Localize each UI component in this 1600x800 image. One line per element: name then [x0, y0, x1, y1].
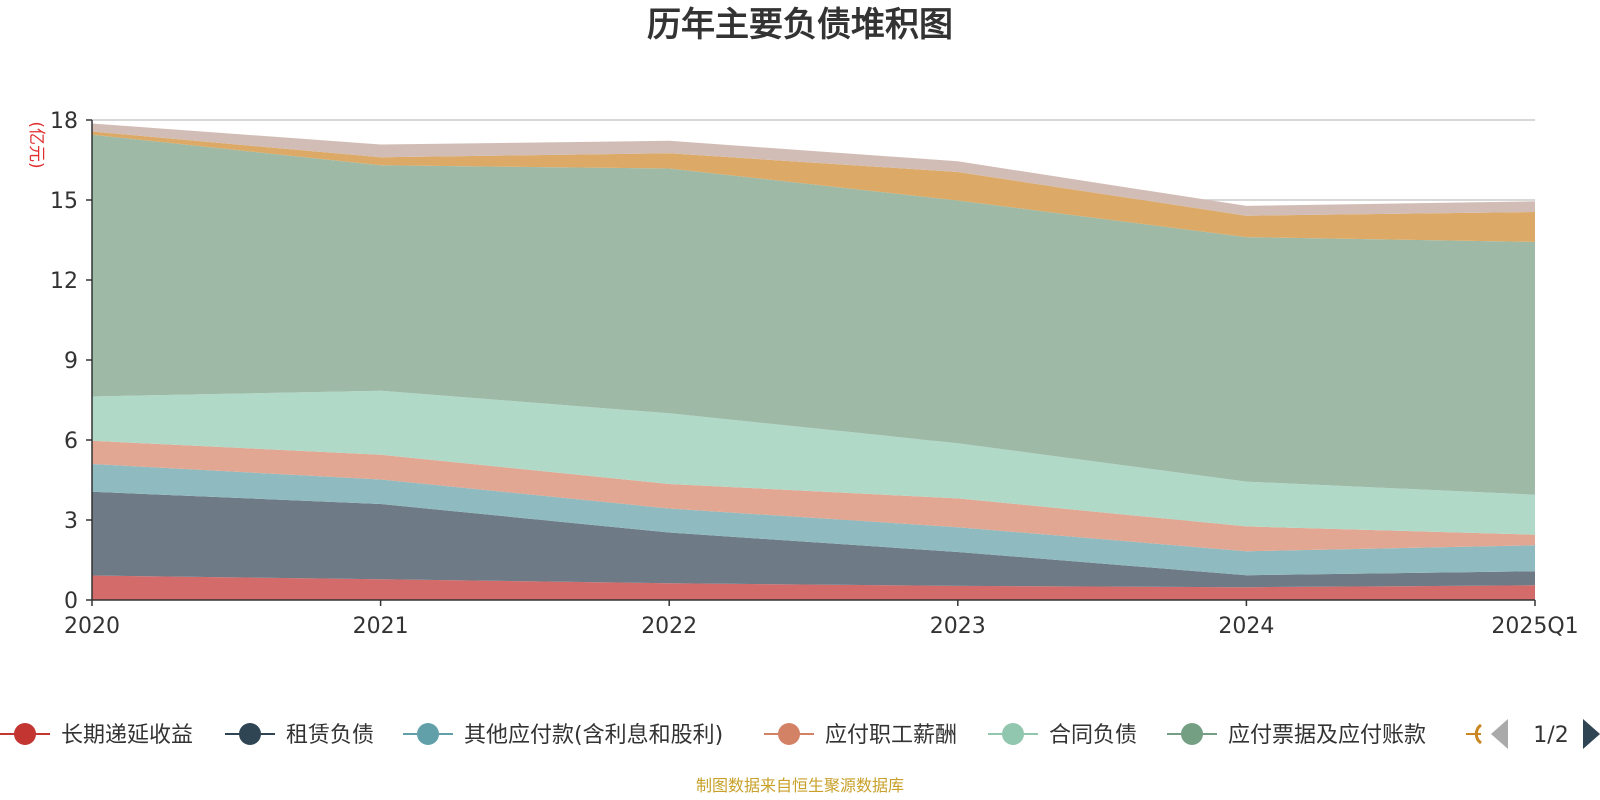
y-tick-label: 18 — [50, 109, 78, 134]
legend-next-icon[interactable] — [1583, 719, 1600, 749]
legend-item[interactable]: 长期递延收益 — [0, 723, 193, 748]
data-source-note: 制图数据来自恒生聚源数据库 — [696, 776, 904, 795]
x-tick-label: 2023 — [930, 614, 986, 639]
legend-label: 应付票据及应付账款 — [1228, 723, 1426, 748]
area-series-3 — [92, 464, 1535, 576]
legend-marker-icon — [14, 723, 36, 745]
legend-marker-icon — [417, 723, 439, 745]
area-series-6 — [92, 134, 1535, 495]
legend-marker-icon — [239, 723, 261, 745]
y-tick-label: 15 — [50, 189, 78, 214]
legend-item[interactable]: 应付票据及应付账款 — [1167, 723, 1426, 748]
x-tick-label: 2020 — [64, 614, 120, 639]
axes: 0 3 6 9 12 15 18 2020 2021 2022 2023 2024 2025Q1 — [50, 109, 1579, 639]
x-tick-label: 2021 — [353, 614, 409, 639]
y-tick-label: 9 — [64, 349, 78, 374]
x-tick-label: 2024 — [1218, 614, 1274, 639]
legend-prev-icon[interactable] — [1491, 719, 1508, 749]
area-series-4 — [92, 440, 1535, 552]
legend-marker-icon — [1002, 723, 1024, 745]
legend-item[interactable]: 租赁负债 — [225, 723, 374, 748]
legend-label: 租赁负债 — [286, 723, 374, 748]
area-series-1 — [92, 575, 1535, 600]
legend-label: 其他应付款(含利息和股利) — [464, 723, 723, 748]
chart-title: 历年主要负债堆积图 — [647, 5, 953, 45]
area-series-8 — [92, 123, 1535, 216]
x-tick-label: 2022 — [641, 614, 697, 639]
stacked-areas — [92, 123, 1535, 600]
area-series-2 — [92, 491, 1535, 588]
x-tick-label: 2025Q1 — [1491, 614, 1578, 639]
legend-clipped-marker-icon — [1474, 723, 1482, 745]
legend-item[interactable]: 应付职工薪酬 — [764, 723, 957, 748]
legend-label: 应付职工薪酬 — [825, 723, 957, 748]
legend-marker-icon — [1181, 723, 1203, 745]
y-tick-label: 3 — [64, 509, 78, 534]
y-tick-label: 12 — [50, 269, 78, 294]
y-tick-label: 6 — [64, 429, 78, 454]
legend-label: 合同负债 — [1049, 723, 1137, 748]
legend-item[interactable]: 其他应付款(含利息和股利) — [403, 723, 723, 748]
legend: 长期递延收益 租赁负债 其他应付款(含利息和股利) 应付职工薪酬 合同负债 应付票据及应付… — [0, 719, 1600, 749]
area-series-5 — [92, 390, 1535, 535]
legend-marker-icon — [778, 723, 800, 745]
y-axis-label: (亿元) — [26, 121, 46, 168]
y-tick-label: 0 — [64, 589, 78, 614]
legend-item[interactable]: 合同负债 — [988, 723, 1137, 748]
legend-page-indicator: 1/2 — [1533, 723, 1568, 748]
legend-label: 长期递延收益 — [61, 723, 193, 748]
area-series-7 — [92, 131, 1535, 242]
